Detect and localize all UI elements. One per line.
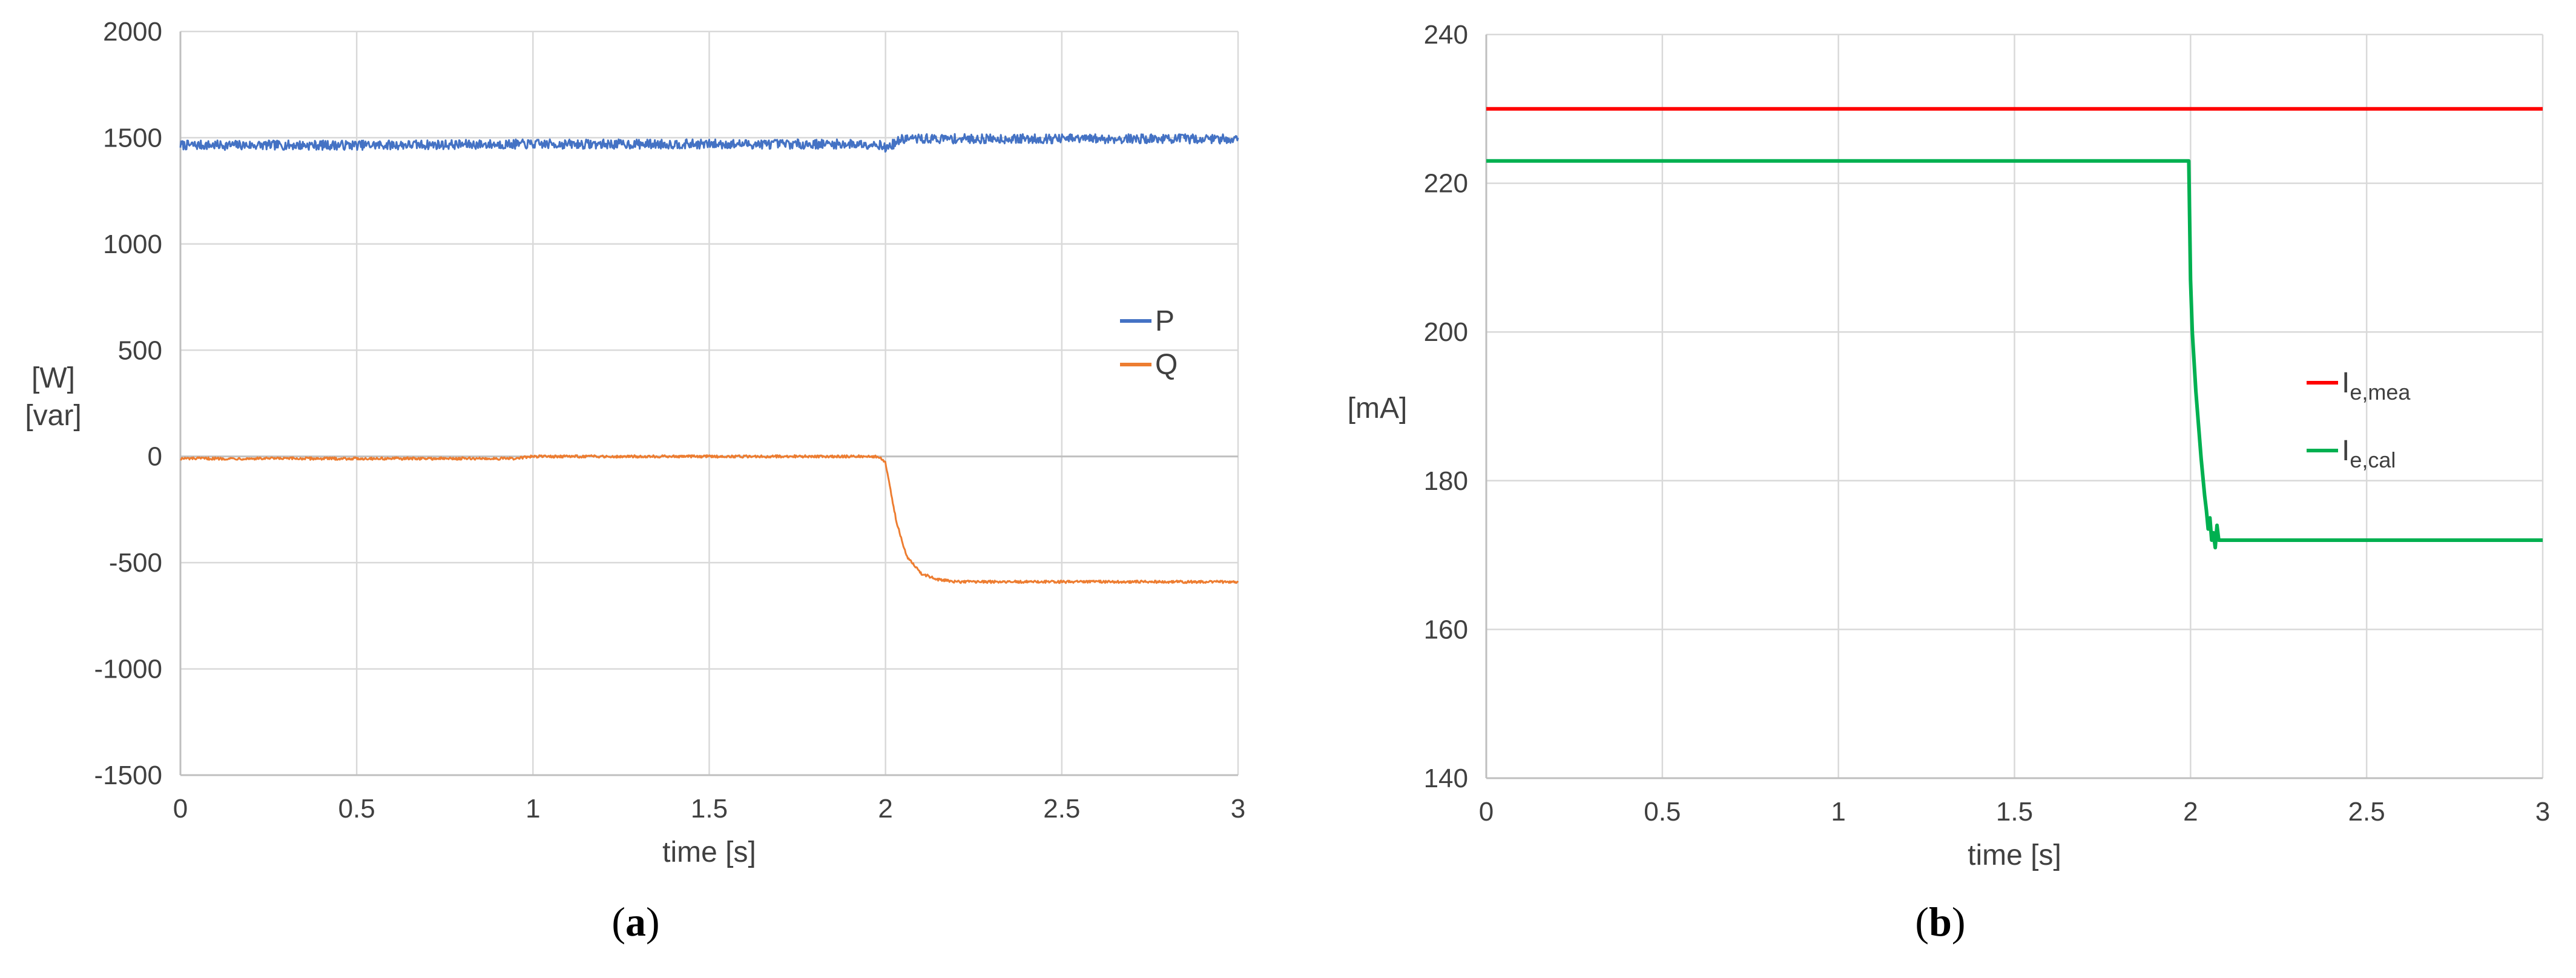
y-tick-label: 140 [1424,764,1468,793]
chart-b-panel: 140 160 180 200 220 240 0 0.5 1 1.5 2 2.5 3 time [s] [… [1348,20,2551,945]
y-tick-label: 240 [1424,20,1468,50]
panel-caption: (a) [611,899,659,945]
y-tick-label: 2000 [103,17,162,47]
legend-label: Ie,mea [2342,367,2411,405]
x-axis-label: time [s] [1968,839,2061,871]
chart-a-panel: -1500 -1000 -500 0 500 1000 1500 2000 0 0.5 1 1.5 2 2… [25,17,1245,945]
x-tick-label: 1 [525,794,540,824]
x-tick-label: 0.5 [1644,797,1681,827]
series-line-1 [1486,159,2543,550]
x-tick-label: 2.5 [2348,797,2385,827]
x-tick-label: 1.5 [1996,797,2033,827]
legend-label-subscript: e,mea [2350,380,2411,405]
y-tick-label: 180 [1424,466,1468,496]
x-tick-label: 1 [1831,797,1845,827]
x-tick-label: 3 [1231,794,1245,824]
caption-paren: ( [611,899,625,945]
caption-letter: b [1929,899,1952,945]
y-tick-label: 200 [1424,317,1468,347]
x-tick-label: 2.5 [1043,794,1080,824]
y-tick-label: 1500 [103,123,162,153]
x-tick-label: 3 [2535,797,2550,827]
y-tick-label: 160 [1424,615,1468,644]
x-tick-label: 2 [878,794,892,824]
caption-paren: ) [646,899,660,945]
y-axis-label: [mA] [1348,392,1408,425]
y-tick-label: 0 [148,442,162,472]
x-tick-label: 1.5 [691,794,728,824]
caption-paren: ) [1952,899,1966,945]
legend-label-main: P [1155,305,1174,337]
legend-label: Q [1155,349,1178,381]
caption-paren: ( [1915,899,1929,945]
series-line-1 [180,454,1239,584]
y-axis-label: [W] [31,362,75,394]
x-axis-label: time [s] [662,836,756,868]
legend-label-subscript: e,cal [2350,448,2396,472]
legend-label: Ie,cal [2342,435,2396,472]
y-tick-label: 220 [1424,169,1468,199]
legend-label-main: I [2342,435,2350,467]
y-tick-label: -1500 [94,761,162,790]
legend-label-main: Q [1155,349,1178,381]
y-tick-label: -500 [109,548,162,578]
legend-label-main: I [2342,367,2350,399]
caption-letter: a [625,899,646,945]
series-line-0 [179,133,1239,153]
x-tick-label: 2 [2183,797,2198,827]
y-tick-label: -1000 [94,655,162,684]
y-tick-label: 1000 [103,230,162,259]
y-axis-label: [var] [25,400,81,432]
panel-caption: (b) [1915,899,1965,945]
x-tick-label: 0.5 [338,794,375,824]
y-tick-label: 500 [118,335,162,365]
legend-label: P [1155,305,1174,337]
x-tick-label: 0 [1479,797,1494,827]
x-tick-label: 0 [173,794,188,824]
